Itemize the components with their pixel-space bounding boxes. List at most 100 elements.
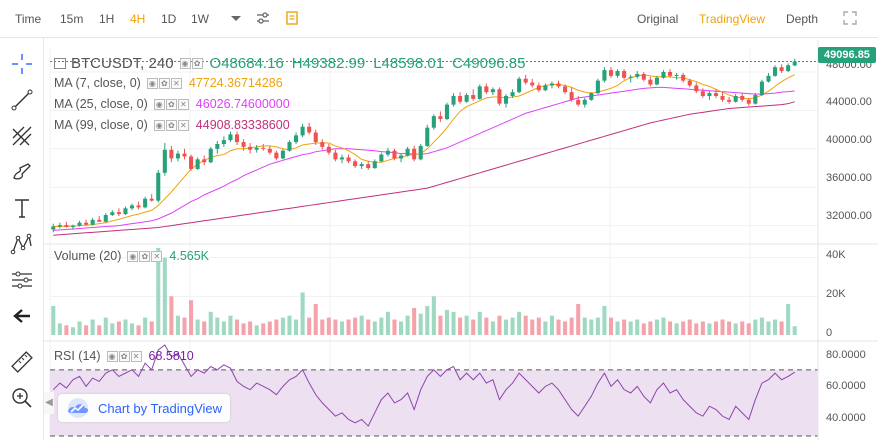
brush-icon[interactable] bbox=[10, 160, 34, 184]
candle-body bbox=[444, 104, 449, 120]
candle-body bbox=[740, 96, 745, 100]
volume-legend: Volume (20) ◉ ✿ ✕ 4.565K bbox=[54, 249, 209, 263]
visibility-icon[interactable]: ◉ bbox=[106, 350, 118, 362]
settings-icon[interactable]: ✿ bbox=[191, 58, 203, 69]
chevron-down-icon[interactable] bbox=[228, 10, 244, 26]
volume-bar bbox=[366, 319, 371, 335]
close-icon[interactable]: ✕ bbox=[177, 98, 189, 110]
close-icon[interactable]: ✕ bbox=[151, 250, 163, 262]
candle-body bbox=[202, 159, 207, 163]
candle-body bbox=[582, 99, 587, 105]
settings-icon[interactable]: ✿ bbox=[118, 350, 130, 362]
candle-body bbox=[129, 205, 135, 209]
candle-body bbox=[477, 86, 482, 99]
candle-body bbox=[549, 83, 554, 86]
tradingview-watermark[interactable]: Chart by TradingView bbox=[58, 394, 231, 422]
visibility-icon[interactable]: ◉ bbox=[153, 98, 165, 110]
candle-body bbox=[248, 146, 253, 150]
collapse-toolbar-arrow[interactable]: ◀ bbox=[44, 392, 54, 414]
volume-bar bbox=[287, 315, 292, 335]
measure-tool-icon[interactable] bbox=[10, 268, 34, 292]
visibility-icon[interactable]: ◉ bbox=[127, 250, 139, 262]
timeframe-1d[interactable]: 1D bbox=[161, 12, 177, 26]
text-tool-icon[interactable] bbox=[10, 196, 34, 220]
candle-body bbox=[267, 148, 272, 153]
volume-bar bbox=[221, 321, 226, 335]
ruler-icon[interactable] bbox=[10, 350, 34, 374]
volume-bar bbox=[90, 319, 95, 335]
view-tradingview[interactable]: TradingView bbox=[699, 12, 766, 26]
legend-controls[interactable]: ◉ ✿ bbox=[179, 58, 204, 69]
high-value: H49382.99 bbox=[291, 55, 366, 72]
ma99-controls[interactable]: ◉ ✿ ✕ bbox=[153, 119, 190, 131]
candle-body bbox=[169, 149, 174, 159]
pattern-tool-icon[interactable] bbox=[10, 232, 34, 256]
main-legend: BTCUSDT, 240 ◉ ✿ O48684.16 H49382.99 L485… bbox=[54, 55, 534, 72]
ma25-controls[interactable]: ◉ ✿ ✕ bbox=[153, 98, 190, 110]
trend-line-icon[interactable] bbox=[10, 88, 34, 112]
volume-bar bbox=[786, 304, 791, 335]
timeframe-15m[interactable]: 15m bbox=[60, 12, 84, 26]
fib-tool-icon[interactable] bbox=[10, 124, 34, 148]
visibility-icon[interactable]: ◉ bbox=[146, 77, 158, 89]
volume-controls[interactable]: ◉ ✿ ✕ bbox=[127, 250, 163, 262]
candle-body bbox=[103, 215, 108, 222]
volume-bar bbox=[759, 317, 764, 335]
timeframe-1h[interactable]: 1H bbox=[99, 12, 115, 26]
candle-body bbox=[458, 96, 463, 102]
volume-bar bbox=[490, 321, 495, 335]
timeframe-time[interactable]: Time bbox=[15, 12, 42, 26]
candle-body bbox=[84, 222, 89, 225]
candle-body bbox=[307, 126, 312, 133]
timeframe-4h[interactable]: 4H bbox=[130, 12, 146, 26]
ma25-label: MA (25, close, 0) bbox=[54, 97, 148, 111]
volume-bar bbox=[641, 323, 646, 335]
candle-body bbox=[668, 72, 673, 76]
legend-menu-icon[interactable] bbox=[54, 58, 66, 69]
indicator-list-icon[interactable] bbox=[284, 10, 300, 26]
candle-body bbox=[405, 148, 410, 156]
candle-body bbox=[234, 134, 240, 143]
volume-bar bbox=[628, 321, 633, 335]
visibility-icon[interactable]: ◉ bbox=[179, 58, 191, 69]
zoom-in-icon[interactable] bbox=[10, 386, 34, 410]
volume-bar bbox=[234, 319, 240, 335]
candle-body bbox=[379, 154, 384, 162]
volume-bar bbox=[674, 323, 679, 335]
volume-bar bbox=[97, 325, 102, 335]
candle-body bbox=[635, 73, 640, 77]
rsi-controls[interactable]: ◉ ✿ ✕ bbox=[106, 350, 143, 362]
settings-icon[interactable]: ✿ bbox=[139, 250, 151, 262]
timeframe-1w[interactable]: 1W bbox=[191, 12, 209, 26]
candle-body bbox=[339, 157, 345, 160]
close-icon[interactable]: ✕ bbox=[130, 350, 142, 362]
volume-bar bbox=[162, 257, 167, 335]
ma7-value: 47724.36714286 bbox=[188, 76, 283, 90]
ma7-controls[interactable]: ◉ ✿ ✕ bbox=[146, 77, 183, 89]
settings-sliders-icon[interactable] bbox=[255, 10, 271, 26]
ma99-value: 44908.83338600 bbox=[195, 118, 290, 132]
crosshair-icon[interactable] bbox=[10, 52, 34, 76]
settings-icon[interactable]: ✿ bbox=[165, 98, 177, 110]
view-depth[interactable]: Depth bbox=[786, 12, 819, 26]
back-arrow-icon[interactable] bbox=[10, 304, 34, 328]
candle-body bbox=[759, 81, 764, 96]
candle-body bbox=[70, 225, 75, 228]
fullscreen-icon[interactable] bbox=[842, 10, 858, 26]
candle-body bbox=[569, 92, 574, 100]
volume-bar bbox=[458, 317, 463, 335]
candle-body bbox=[733, 96, 738, 102]
settings-icon[interactable]: ✿ bbox=[158, 77, 170, 89]
volume-bar bbox=[779, 321, 784, 335]
volume-bar bbox=[753, 319, 758, 335]
price-axis-label: 32000.00 bbox=[826, 210, 872, 222]
candle-body bbox=[602, 70, 607, 81]
candle-body bbox=[510, 92, 515, 96]
volume-bar bbox=[523, 315, 528, 335]
view-original[interactable]: Original bbox=[637, 12, 679, 26]
visibility-icon[interactable]: ◉ bbox=[153, 119, 165, 131]
volume-bar bbox=[517, 311, 522, 335]
close-icon[interactable]: ✕ bbox=[170, 77, 182, 89]
close-icon[interactable]: ✕ bbox=[177, 119, 189, 131]
settings-icon[interactable]: ✿ bbox=[165, 119, 177, 131]
